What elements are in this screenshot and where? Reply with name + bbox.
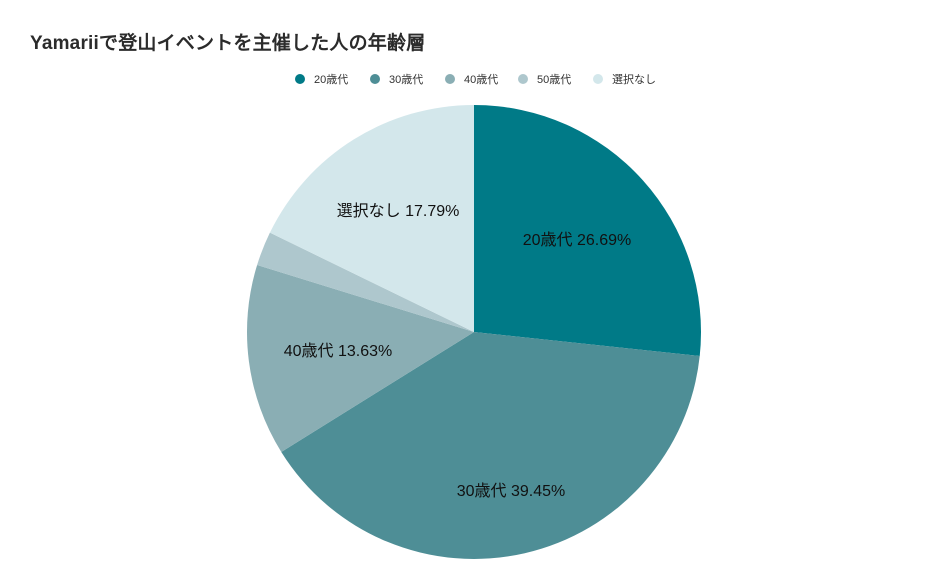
legend-label: 30歳代: [389, 74, 424, 86]
legend-swatch: [295, 74, 305, 84]
legend-swatch: [370, 74, 380, 84]
data-label: 40歳代 13.63%: [284, 342, 393, 360]
legend-label: 50歳代: [537, 74, 572, 86]
chart-title: Yamariiで登山イベントを主催した人の年齢層: [30, 33, 426, 54]
slice-40s[interactable]: [247, 264, 474, 452]
legend-label: 選択なし: [612, 74, 656, 86]
slice-none[interactable]: [269, 105, 474, 332]
legend-swatch: [518, 74, 528, 84]
legend-item-30s[interactable]: 30歳代: [370, 69, 423, 89]
data-label: 30歳代 39.45%: [457, 482, 566, 500]
slice-20s[interactable]: [474, 105, 701, 357]
legend-item-50s[interactable]: 50歳代: [518, 69, 571, 89]
legend-label: 40歳代: [464, 74, 499, 86]
legend-item-none[interactable]: 選択なし: [593, 69, 656, 89]
data-label: 選択なし 17.79%: [337, 202, 460, 220]
legend-swatch: [593, 74, 603, 84]
slice-50s[interactable]: [257, 232, 474, 332]
legend-item-20s[interactable]: 20歳代: [295, 69, 348, 89]
data-label: 20歳代 26.69%: [523, 231, 632, 249]
legend-item-40s[interactable]: 40歳代: [445, 69, 498, 89]
legend-label: 20歳代: [314, 74, 349, 86]
chart-legend: 20歳代 30歳代 40歳代 50歳代 選択なし: [0, 69, 949, 89]
slice-30s[interactable]: [281, 332, 700, 559]
legend-swatch: [445, 74, 455, 84]
